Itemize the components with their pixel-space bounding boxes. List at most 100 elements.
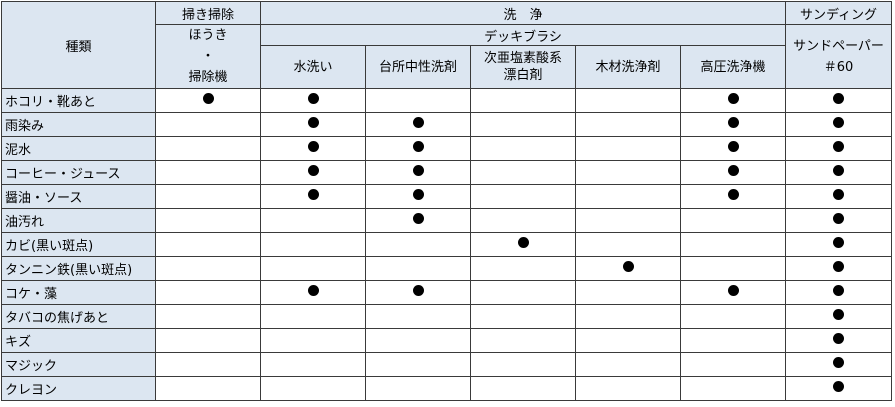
table-cell: [575, 232, 681, 257]
table-cell: [785, 328, 892, 353]
row-label: タンニン鉄(黒い斑点): [1, 256, 156, 281]
table-cell: [155, 328, 261, 353]
table-cell: [470, 88, 576, 113]
table-cell: [785, 208, 892, 233]
table-cell: [365, 160, 471, 185]
row-label: キズ: [1, 328, 156, 353]
table-cell: [155, 136, 261, 161]
table-cell: [260, 232, 366, 257]
row-label: 醤油・ソース: [1, 184, 156, 209]
table-cell: [680, 160, 786, 185]
table-cell: [365, 232, 471, 257]
header-water-wash: 水洗い: [260, 45, 366, 89]
table-row: マジック: [1, 352, 892, 377]
table-row: 泥水: [1, 136, 892, 161]
table-cell: [260, 256, 366, 281]
header-wash-group: 洗 浄: [260, 1, 786, 25]
filled-circle-icon: [833, 309, 844, 320]
table-cell: [365, 280, 471, 305]
row-label: コーヒー・ジュース: [1, 160, 156, 185]
row-label: コケ・藻: [1, 280, 156, 305]
table-cell: [575, 328, 681, 353]
filled-circle-icon: [307, 141, 319, 152]
table-cell: [785, 256, 892, 281]
table-cell: [470, 208, 576, 233]
filled-circle-icon: [412, 117, 424, 128]
header-vacuum: 掃除機: [188, 70, 228, 85]
table-cell: [680, 304, 786, 329]
table-cell: [680, 352, 786, 377]
filled-circle-icon: [727, 117, 739, 128]
filled-circle-icon: [202, 93, 214, 104]
table-cell: [575, 160, 681, 185]
table-cell: [680, 136, 786, 161]
table-cell: [575, 376, 681, 401]
header-wood-cleaner: 木材洗浄剤: [575, 45, 681, 89]
table-cell: [785, 88, 892, 113]
table-cell: [470, 256, 576, 281]
filled-circle-icon: [307, 189, 319, 200]
table-cell: [575, 88, 681, 113]
table-row: 醤油・ソース: [1, 184, 892, 209]
table-row: カビ(黒い斑点): [1, 232, 892, 257]
table-cell: [470, 160, 576, 185]
table-cell: [155, 112, 261, 137]
table-cell: [785, 160, 892, 185]
table-cell: [155, 232, 261, 257]
table-cell: [575, 304, 681, 329]
table-cell: [575, 112, 681, 137]
table-cell: [365, 328, 471, 353]
table-cell: [680, 256, 786, 281]
filled-circle-icon: [307, 165, 319, 176]
table-cell: [575, 136, 681, 161]
table-cell: [575, 208, 681, 233]
filled-circle-icon: [833, 93, 844, 104]
table-cell: [155, 304, 261, 329]
table-cell: [680, 232, 786, 257]
header-broom: ほうき: [188, 28, 228, 43]
filled-circle-icon: [727, 141, 739, 152]
table-cell: [260, 208, 366, 233]
table-cell: [260, 304, 366, 329]
filled-circle-icon: [727, 165, 739, 176]
table-cell: [680, 184, 786, 209]
header-type: 種類: [1, 1, 156, 89]
table-cell: [155, 208, 261, 233]
table-cell: [575, 256, 681, 281]
table-cell: [575, 280, 681, 305]
header-kitchen-detergent: 台所中性洗剤: [365, 45, 471, 89]
table-cell: [260, 112, 366, 137]
filled-circle-icon: [412, 213, 424, 224]
table-cell: [680, 280, 786, 305]
table-cell: [155, 376, 261, 401]
table-cell: [260, 88, 366, 113]
table-cell: [260, 184, 366, 209]
filled-circle-icon: [412, 165, 424, 176]
filled-circle-icon: [833, 381, 844, 392]
table-cell: [365, 304, 471, 329]
table-cell: [155, 280, 261, 305]
table-row: クレヨン: [1, 376, 892, 401]
table-row: コーヒー・ジュース: [1, 160, 892, 185]
filled-circle-icon: [517, 237, 529, 248]
filled-circle-icon: [622, 261, 634, 272]
header-sandpaper: サンドペーパー ＃60: [785, 24, 892, 89]
filled-circle-icon: [833, 261, 844, 272]
filled-circle-icon: [833, 213, 844, 224]
table-cell: [365, 256, 471, 281]
filled-circle-icon: [307, 117, 319, 128]
header-pressure-washer: 高圧洗浄機: [680, 45, 786, 89]
table-cell: [470, 232, 576, 257]
header-sandpaper-label: サンドペーパー: [793, 38, 884, 54]
table-cell: [785, 184, 892, 209]
table-row: タンニン鉄(黒い斑点): [1, 256, 892, 281]
row-label: タバコの焦げあと: [1, 304, 156, 329]
filled-circle-icon: [833, 237, 844, 248]
filled-circle-icon: [412, 285, 424, 296]
table-cell: [680, 328, 786, 353]
filled-circle-icon: [412, 141, 424, 152]
header-dot-separator: ・: [201, 49, 215, 64]
header-bleach-line2: 漂白剤: [503, 68, 543, 83]
table-cell: [470, 376, 576, 401]
table-cell: [785, 112, 892, 137]
